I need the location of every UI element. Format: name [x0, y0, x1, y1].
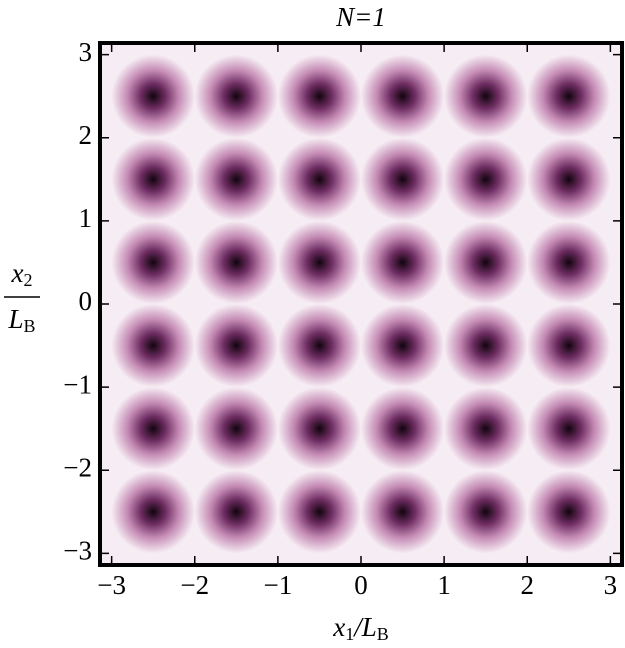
- x-tick-label: −2: [180, 570, 209, 600]
- label-text: /L: [352, 612, 377, 642]
- y-tick-label: −2: [63, 452, 92, 482]
- density-peak: [527, 54, 611, 138]
- density-peak: [361, 220, 445, 304]
- label-text: x: [332, 612, 345, 642]
- density-peak: [361, 470, 445, 554]
- density-peak: [194, 387, 278, 471]
- density-peak: [527, 387, 611, 471]
- y-axis-label-denominator: LB: [7, 304, 35, 336]
- label-subscript: B: [24, 316, 36, 336]
- x-tick-label: 0: [354, 570, 368, 600]
- x-tick-label: −3: [97, 570, 126, 600]
- density-peak: [194, 137, 278, 221]
- y-tick-label: 1: [79, 203, 93, 233]
- density-peak: [111, 304, 195, 388]
- label-text: L: [7, 304, 23, 334]
- density-peak: [111, 137, 195, 221]
- y-tick-label: 2: [79, 120, 93, 150]
- x-tick-label: 1: [437, 570, 451, 600]
- density-peak: [444, 54, 528, 138]
- label-subscript: B: [377, 624, 389, 644]
- density-peak: [444, 387, 528, 471]
- density-peak: [277, 220, 361, 304]
- y-tick-label: 3: [79, 37, 93, 67]
- density-peak: [277, 137, 361, 221]
- density-peak: [194, 304, 278, 388]
- density-peak: [111, 387, 195, 471]
- density-peak: [361, 137, 445, 221]
- chart-title: N=1: [335, 2, 386, 32]
- density-peak: [277, 470, 361, 554]
- x-axis-label: x1/LB: [332, 612, 389, 644]
- label-subscript: 2: [23, 270, 32, 290]
- density-peak: [527, 220, 611, 304]
- plot-background: [100, 43, 622, 565]
- density-peak: [111, 54, 195, 138]
- density-peak: [361, 54, 445, 138]
- density-peak: [527, 470, 611, 554]
- density-peak: [444, 220, 528, 304]
- density-peak: [277, 54, 361, 138]
- density-peak: [194, 470, 278, 554]
- density-peak: [277, 387, 361, 471]
- density-peak: [111, 470, 195, 554]
- x-tick-label: 3: [604, 570, 618, 600]
- density-peak: [527, 137, 611, 221]
- density-peak: [194, 54, 278, 138]
- label-text: x: [11, 258, 24, 288]
- density-peak: [527, 304, 611, 388]
- x-tick-label: −1: [264, 570, 293, 600]
- y-axis-label-numerator: x2: [11, 258, 33, 290]
- y-tick-label: −3: [63, 536, 92, 566]
- density-peak: [444, 137, 528, 221]
- y-tick-label: 0: [79, 286, 93, 316]
- y-tick-label: −1: [63, 369, 92, 399]
- density-peak: [277, 304, 361, 388]
- density-peak: [194, 220, 278, 304]
- density-peak: [444, 304, 528, 388]
- density-peak: [361, 304, 445, 388]
- x-tick-label: 2: [520, 570, 534, 600]
- label-subscript: 1: [345, 624, 354, 644]
- density-peak: [361, 387, 445, 471]
- density-peak: [444, 470, 528, 554]
- density-peak: [111, 220, 195, 304]
